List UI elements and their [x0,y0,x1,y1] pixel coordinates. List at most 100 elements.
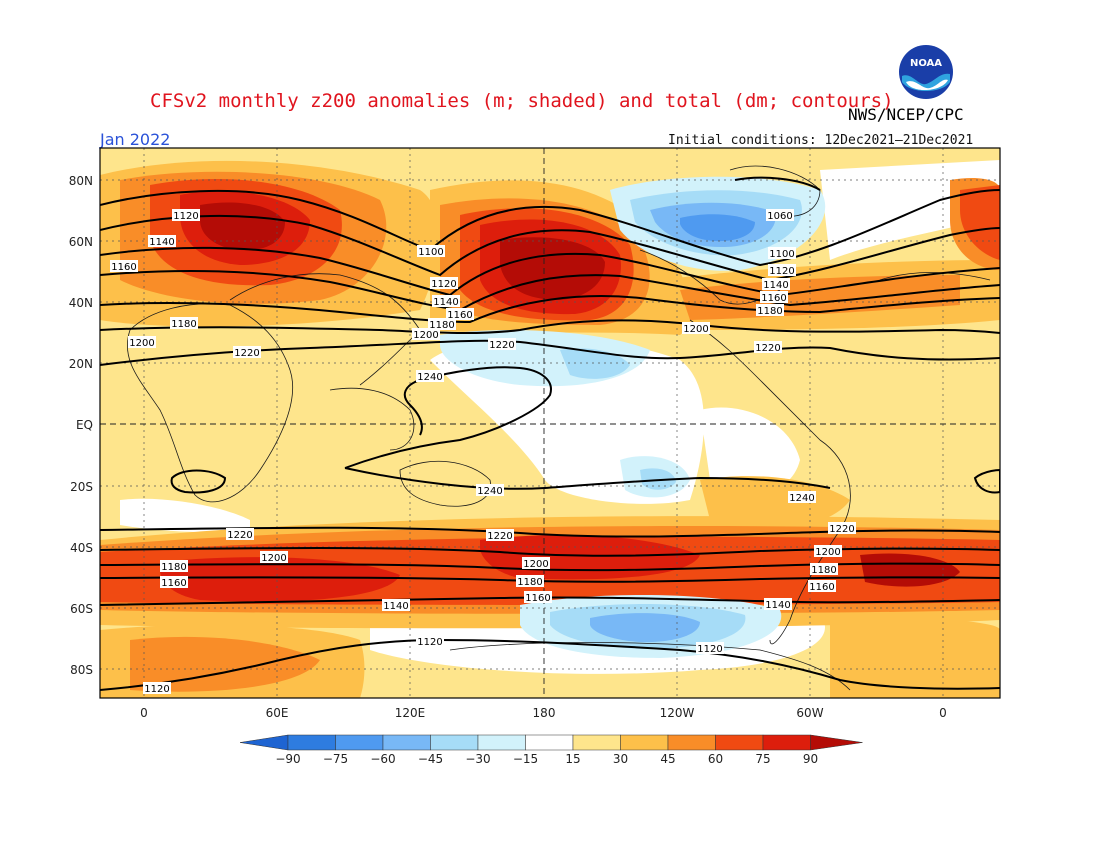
svg-text:1120: 1120 [431,279,456,290]
svg-text:1220: 1220 [489,340,514,351]
svg-text:1180: 1180 [161,562,186,573]
height-contours [100,176,1000,691]
svg-text:1180: 1180 [757,306,782,317]
svg-text:1180: 1180 [429,320,454,331]
colorbar-tick-label: −90 [275,752,300,766]
svg-text:1200: 1200 [815,547,840,558]
svg-text:1100: 1100 [418,247,443,258]
colorbar-swatch [572,734,621,751]
contour-label: 1100 [417,245,445,258]
contour-label: 1140 [148,235,176,248]
lon-label: 120E [395,706,426,720]
lon-label: 0 [939,706,947,720]
contour-label: 1200 [522,557,550,570]
colorbar-tick-label: 30 [613,752,628,766]
svg-text:1220: 1220 [755,343,780,354]
contour-label: 1160 [524,591,552,604]
contour-label: 1200 [814,545,842,558]
contour-label: 1220 [486,529,514,542]
contour-label: 1200 [260,551,288,564]
contour-label: 1120 [416,635,444,648]
contour-label: 1180 [810,563,838,576]
colorbar-tick-label: −45 [418,752,443,766]
lat-label: EQ [76,418,93,432]
svg-text:1220: 1220 [829,524,854,535]
colorbar-tick-label: 15 [565,752,580,766]
forecast-month: Jan 2022 [100,130,171,149]
colorbar-tick-label: −15 [513,752,538,766]
colorbar-tick-label: 45 [660,752,675,766]
svg-text:1140: 1140 [433,297,458,308]
lat-label: 60S [70,602,93,616]
contour-label: 1140 [762,278,790,291]
svg-text:1140: 1140 [763,280,788,291]
lon-label: 0 [140,706,148,720]
colorbar-tick-label: −60 [370,752,395,766]
contour-label: 1220 [754,341,782,354]
contour-label: 1240 [416,370,444,383]
contour-label: 1200 [128,336,156,349]
lon-label: 180 [533,706,556,720]
svg-text:1140: 1140 [149,237,174,248]
initial-conditions: Initial conditions: 12Dec2021–21Dec2021 [668,133,974,148]
svg-text:1160: 1160 [447,310,472,321]
contour-label: 1220 [488,338,516,351]
colorbar-swatch [620,734,669,751]
contour-label: 1140 [432,295,460,308]
map-frame [99,147,1001,699]
svg-text:1220: 1220 [227,530,252,541]
svg-text:1120: 1120 [417,637,442,648]
longitude-labels: 0 60E 120E 180 120W 60W 0 [140,706,947,720]
svg-text:1220: 1220 [234,348,259,359]
latitude-labels: 80N 60N 40N 20N EQ 20S 40S 60S 80S [69,174,93,677]
colorbar-tick-label: 60 [708,752,723,766]
svg-text:1220: 1220 [487,531,512,542]
svg-text:1200: 1200 [683,324,708,335]
colorbar-tick-label: −30 [465,752,490,766]
colorbar-swatch [287,734,336,751]
agency-label: NWS/NCEP/CPC [848,105,964,124]
svg-text:1160: 1160 [111,262,136,273]
lat-label: 60N [69,235,93,249]
colorbar-swatch [430,734,479,751]
contour-label: 1180 [160,560,188,573]
contour-label: 1240 [788,491,816,504]
contour-label: 1160 [446,308,474,321]
colorbar: −90 −75 −60 −45 −30 −15 15 30 45 60 75 90 [239,734,863,766]
colorbar-swatch [525,734,574,751]
svg-text:1160: 1160 [525,593,550,604]
contour-label: 1120 [768,264,796,277]
contour-label: 1160 [110,260,138,273]
noaa-logo: NOAA [897,43,955,101]
contour-label: 1160 [760,291,788,304]
svg-text:1160: 1160 [761,293,786,304]
svg-text:1160: 1160 [161,578,186,589]
colorbar-swatch [239,734,289,751]
logo-text: NOAA [910,58,942,69]
contour-label: 1120 [143,682,171,695]
contour-label: 1180 [516,575,544,588]
svg-text:1240: 1240 [477,486,502,497]
svg-text:1200: 1200 [413,330,438,341]
colorbar-swatch [810,734,863,751]
lat-label: 80S [70,663,93,677]
contour-labels: 1120 1140 1160 1180 1200 1220 1100 1120 … [110,209,856,695]
contour-label: 1140 [764,598,792,611]
svg-text:1240: 1240 [789,493,814,504]
contour-label: 1220 [828,522,856,535]
contour-label: 1240 [476,484,504,497]
contour-label: 1180 [756,304,784,317]
colorbar-swatch [667,734,716,751]
contour-label: 1220 [226,528,254,541]
svg-text:1120: 1120 [697,644,722,655]
contour-label: 1180 [170,317,198,330]
lon-label: 120W [660,706,695,720]
contour-label: 1120 [172,209,200,222]
colorbar-swatch [762,734,811,751]
svg-text:1140: 1140 [765,600,790,611]
colorbar-tick-label: −75 [323,752,348,766]
svg-text:1120: 1120 [144,684,169,695]
lon-label: 60E [266,706,289,720]
svg-text:1120: 1120 [769,266,794,277]
contour-label: 1180 [428,318,456,331]
